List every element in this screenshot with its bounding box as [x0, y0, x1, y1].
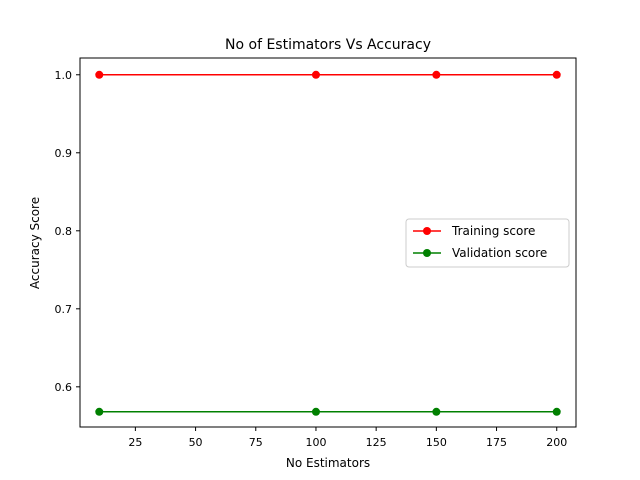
series-0-point-2 [432, 70, 441, 79]
legend-label-1: Validation score [452, 246, 547, 260]
legend: Training score Validation score [405, 218, 570, 268]
x-tick-label: 25 [128, 436, 142, 449]
x-tick-label: 75 [249, 436, 263, 449]
legend-box [405, 218, 570, 268]
series-1-point-1 [311, 407, 320, 416]
y-tick-label: 1.0 [55, 69, 73, 82]
x-tick-label: 50 [189, 436, 203, 449]
series-1-point-3 [552, 407, 561, 416]
y-tick-label: 0.7 [55, 303, 73, 316]
legend-marker-1 [423, 249, 431, 257]
series-0-point-0 [95, 70, 104, 79]
y-tick-label: 0.8 [55, 225, 73, 238]
x-axis-label: No Estimators [286, 456, 370, 470]
series-1-point-0 [95, 407, 104, 416]
series-0-point-1 [311, 70, 320, 79]
x-tick-label: 200 [546, 436, 567, 449]
y-tick-label: 0.9 [55, 147, 73, 160]
x-tick-label: 150 [426, 436, 447, 449]
x-tick-label: 100 [305, 436, 326, 449]
series-1-point-2 [432, 407, 441, 416]
axes-frame [79, 57, 577, 428]
legend-label-0: Training score [451, 224, 535, 238]
x-tick-label: 175 [486, 436, 507, 449]
series-0-point-3 [552, 70, 561, 79]
plot-area: 25 50 75 100 125 150 175 200 0.6 0.7 0.8 0.9 1.0 [55, 57, 577, 449]
y-tick-label: 0.6 [55, 381, 73, 394]
x-tick-label: 125 [366, 436, 387, 449]
chart-title: No of Estimators Vs Accuracy [225, 37, 431, 53]
y-axis-label: Accuracy Score [28, 197, 42, 289]
legend-marker-0 [423, 227, 431, 235]
